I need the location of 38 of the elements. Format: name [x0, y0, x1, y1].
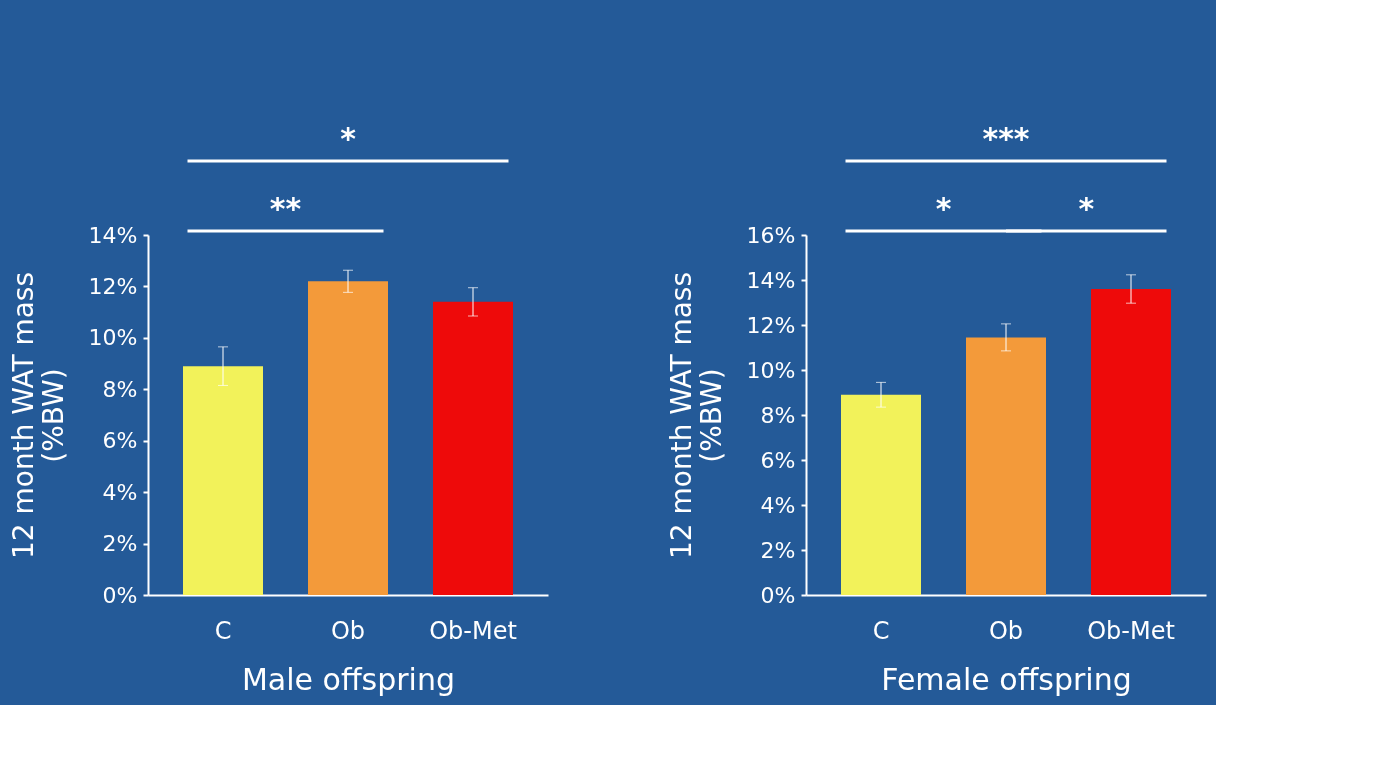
y-tick-label: 4% [760, 492, 796, 518]
x-tick-label: Ob-Met [429, 616, 517, 645]
y-tick-label: 16% [746, 222, 796, 248]
bar [841, 394, 921, 595]
x-tick-label: C [872, 616, 890, 645]
text: * [340, 121, 357, 156]
x-tick-label: Ob [988, 616, 1024, 645]
y-tick-label: 14% [88, 222, 138, 248]
y-tick-label: 10% [88, 325, 138, 351]
y-tick-label: 8% [760, 402, 796, 428]
y-tick-label: 12% [88, 273, 138, 299]
text: * [935, 191, 952, 226]
y-axis-title: 12 month WAT mass (%BW) [6, 271, 70, 560]
y-axis-title: 12 month WAT mass (%BW) [664, 271, 728, 560]
y-tick-label: 8% [102, 376, 138, 402]
y-tick-label: 0% [760, 582, 796, 608]
y-tick-label: 2% [102, 531, 138, 557]
text: *** [982, 121, 1030, 156]
y-tick-label: 6% [102, 428, 138, 454]
x-tick-label: Ob [330, 616, 366, 645]
y-tick-label: 6% [760, 447, 796, 473]
x-tick-label: Ob-Met [1087, 616, 1175, 645]
bar [1091, 289, 1171, 595]
x-tick-label: C [214, 616, 232, 645]
y-tick-label: 4% [102, 479, 138, 505]
bar [183, 366, 263, 595]
y-tick-label: 2% [760, 537, 796, 563]
y-tick-label: 12% [746, 312, 796, 338]
text: * [1078, 191, 1095, 226]
y-tick-label: 14% [746, 267, 796, 293]
x-axis-title: Female offspring [881, 661, 1132, 697]
x-axis-title: Male offspring [241, 661, 456, 697]
bar [433, 301, 513, 595]
text: ** [269, 191, 302, 226]
y-tick-label: 10% [746, 357, 796, 383]
y-tick-label: 0% [102, 582, 138, 608]
bar [308, 281, 388, 595]
bar [966, 337, 1046, 595]
